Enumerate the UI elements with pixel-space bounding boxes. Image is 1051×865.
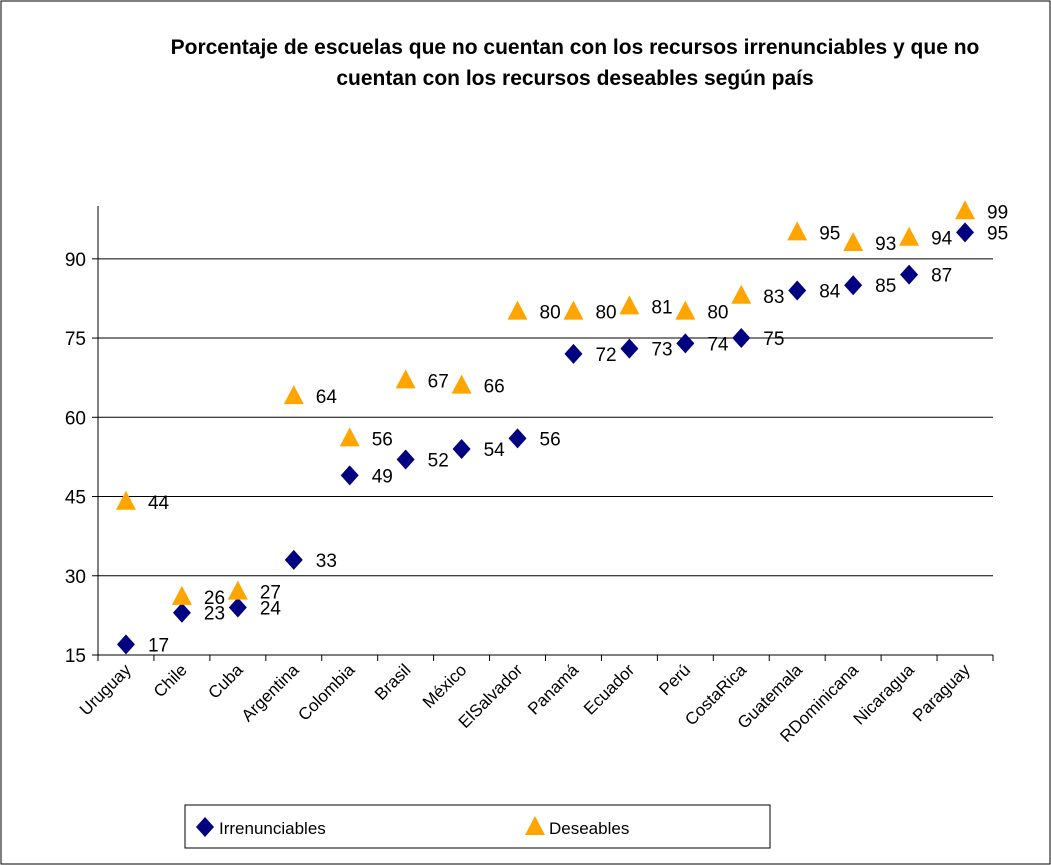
y-tick-label: 45 bbox=[65, 488, 86, 509]
data-label: 95 bbox=[819, 223, 840, 244]
data-label: 80 bbox=[540, 303, 561, 324]
x-tick-label: Nicaragua bbox=[850, 660, 919, 729]
diamond-point bbox=[620, 338, 639, 359]
diamond-point bbox=[844, 275, 863, 296]
diamond-point bbox=[396, 449, 415, 470]
x-tick-label: Ecuador bbox=[580, 660, 638, 718]
x-tick-label: Paraguay bbox=[909, 660, 974, 725]
data-label: 66 bbox=[484, 377, 505, 398]
triangle-point bbox=[563, 300, 584, 320]
triangle-point bbox=[619, 295, 640, 315]
data-label: 84 bbox=[819, 282, 841, 303]
diamond-point bbox=[284, 549, 303, 570]
chart-title: Porcentaje de escuelas que no cuentan co… bbox=[170, 36, 980, 90]
diamond-point bbox=[172, 602, 191, 623]
y-tick-label: 60 bbox=[65, 408, 86, 429]
data-label: 75 bbox=[763, 329, 784, 350]
legend-label: Deseables bbox=[549, 819, 629, 838]
data-label: 73 bbox=[651, 340, 672, 361]
legend-label: Irrenunciables bbox=[219, 819, 326, 838]
data-label: 93 bbox=[875, 234, 896, 255]
data-label: 54 bbox=[484, 440, 506, 461]
diamond-point bbox=[900, 264, 919, 285]
data-label: 64 bbox=[316, 387, 338, 408]
x-tick-label: Cuba bbox=[204, 660, 247, 703]
diamond-point bbox=[676, 333, 695, 354]
data-label: 87 bbox=[931, 266, 952, 287]
x-tick-label: México bbox=[419, 660, 471, 712]
triangle-point bbox=[675, 300, 696, 320]
x-tick-label: Perú bbox=[655, 660, 694, 699]
x-tick-label: Chile bbox=[150, 660, 191, 701]
y-tick-label: 30 bbox=[65, 567, 86, 588]
triangle-point bbox=[395, 369, 416, 389]
diamond-point bbox=[564, 343, 583, 364]
x-tick-label: Uruguay bbox=[76, 660, 135, 719]
diamond-point bbox=[788, 280, 807, 301]
data-label: 85 bbox=[875, 276, 896, 297]
data-label: 56 bbox=[540, 429, 561, 450]
data-label: 80 bbox=[707, 303, 728, 324]
data-label: 26 bbox=[204, 588, 225, 609]
x-tick-label: Brasil bbox=[371, 660, 414, 703]
x-tick-label: Argentina bbox=[238, 660, 303, 725]
data-label: 23 bbox=[204, 604, 225, 625]
data-label: 74 bbox=[707, 334, 729, 355]
data-label: 67 bbox=[428, 371, 449, 392]
data-label: 27 bbox=[260, 583, 281, 604]
triangle-point bbox=[227, 580, 248, 600]
triangle-point bbox=[171, 585, 192, 605]
data-label: 72 bbox=[595, 345, 616, 366]
data-label: 99 bbox=[987, 202, 1008, 223]
y-tick-label: 15 bbox=[65, 646, 86, 667]
x-tick-label: Colombia bbox=[294, 660, 359, 725]
y-tick-label: 75 bbox=[65, 329, 86, 350]
triangle-point bbox=[955, 200, 976, 220]
triangle-point bbox=[843, 231, 864, 251]
diamond-point bbox=[732, 328, 751, 349]
data-label: 56 bbox=[372, 429, 393, 450]
y-tick-label: 90 bbox=[65, 250, 86, 271]
triangle-point bbox=[451, 374, 472, 394]
diamond-point bbox=[228, 597, 247, 618]
triangle-point bbox=[339, 427, 360, 447]
diamond-point bbox=[956, 222, 975, 243]
diamond-point bbox=[452, 438, 471, 459]
data-label: 80 bbox=[595, 303, 616, 324]
data-label: 24 bbox=[260, 598, 282, 619]
data-label: 94 bbox=[931, 229, 953, 250]
legend-marker bbox=[196, 817, 214, 837]
legend-box bbox=[184, 804, 771, 849]
data-label: 17 bbox=[148, 635, 169, 656]
triangle-point bbox=[115, 490, 136, 510]
triangle-point bbox=[899, 226, 920, 246]
triangle-point bbox=[507, 300, 528, 320]
data-label: 49 bbox=[372, 466, 393, 487]
data-label: 83 bbox=[763, 287, 784, 308]
diamond-point bbox=[508, 428, 527, 449]
data-label: 33 bbox=[316, 551, 337, 572]
triangle-point bbox=[787, 221, 808, 241]
x-tick-label: Panamá bbox=[524, 660, 583, 719]
diamond-point bbox=[340, 465, 359, 486]
triangle-point bbox=[283, 385, 304, 405]
legend-marker bbox=[525, 816, 545, 835]
data-label: 81 bbox=[651, 297, 672, 318]
diamond-point bbox=[116, 634, 135, 655]
triangle-point bbox=[731, 284, 752, 304]
data-label: 44 bbox=[148, 493, 170, 514]
data-label: 52 bbox=[428, 451, 449, 472]
data-label: 95 bbox=[987, 223, 1008, 244]
